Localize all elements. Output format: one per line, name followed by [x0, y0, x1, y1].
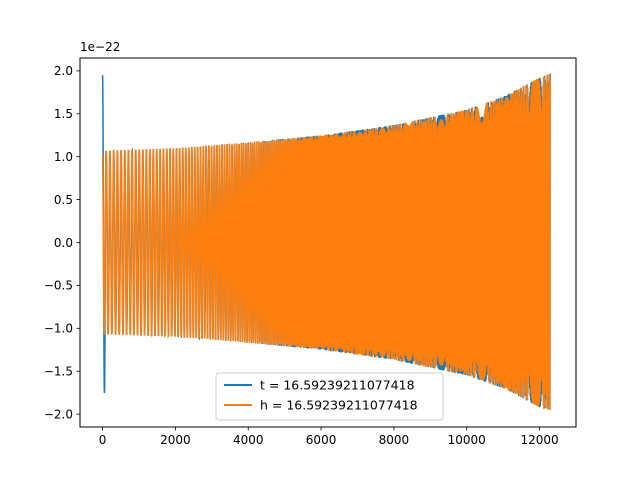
y-tick-label: −2.0	[44, 407, 73, 421]
y-tick-label: 0.5	[54, 193, 73, 207]
y-axis: −2.0 −1.5 −1.0 −0.5 0.0 0.5 1.0 1.5 2.0	[44, 64, 80, 421]
series-layer	[101, 73, 551, 411]
y-tick-label: −1.5	[44, 365, 73, 379]
y-tick-label: −0.5	[44, 279, 73, 293]
x-tick-label: 6000	[306, 433, 337, 447]
legend-label-2: h = 16.59239211077418	[260, 398, 418, 413]
x-tick-label: 12000	[520, 433, 558, 447]
x-axis: 0 2000 4000 6000 8000 10000 12000	[99, 427, 559, 447]
legend-box	[215, 372, 444, 421]
y-offset-text: 1e−22	[80, 40, 120, 54]
series-line-2	[101, 73, 551, 411]
y-tick-label: 0.0	[54, 236, 73, 250]
x-tick-label: 10000	[448, 433, 486, 447]
x-tick-label: 0	[99, 433, 107, 447]
x-tick-label: 2000	[160, 433, 191, 447]
y-tick-label: −1.0	[44, 322, 73, 336]
y-tick-label: 1.0	[54, 150, 73, 164]
x-tick-label: 4000	[233, 433, 264, 447]
legend-label-1: t = 16.59239211077418	[260, 378, 415, 393]
legend: t = 16.59239211077418 h = 16.592392110774…	[215, 372, 444, 421]
y-tick-label: 1.5	[54, 107, 73, 121]
y-tick-label: 2.0	[54, 64, 73, 78]
x-tick-label: 8000	[379, 433, 410, 447]
